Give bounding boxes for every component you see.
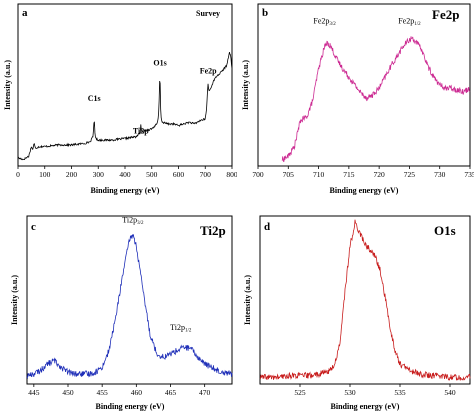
x-tick-label: 540 bbox=[444, 388, 456, 397]
panel-letter: c bbox=[31, 221, 36, 233]
x-tick-label: 720 bbox=[374, 170, 386, 179]
series-line bbox=[26, 233, 233, 379]
panel-b-fe2p-chart: b Fe2p 700 705 710 715 720 725 730 735 Fe2p3/2 F… bbox=[241, 3, 474, 195]
x-tick-label: 700 bbox=[252, 170, 264, 179]
y-axis-label: Intensity (a.u.) bbox=[241, 60, 250, 110]
x-tick-label: 100 bbox=[39, 170, 51, 179]
panel-d-o1s-chart: d O1s 525 530 535 540 Binding energy (eV) I… bbox=[243, 215, 471, 411]
panel-letter: a bbox=[22, 7, 28, 19]
x-tick-label: 0 bbox=[16, 170, 20, 179]
peak-annotation: Ti2p1/2 bbox=[170, 323, 192, 334]
y-axis-label: Intensity (a.u.) bbox=[243, 275, 252, 325]
x-tick-label: 800 bbox=[226, 170, 237, 179]
x-tick-label: 400 bbox=[119, 170, 131, 179]
x-tick-label: 500 bbox=[146, 170, 158, 179]
x-tick-label: 470 bbox=[199, 388, 211, 397]
y-axis-label: Intensity (a.u.) bbox=[10, 275, 19, 325]
panel-c-ti2p-chart: c Ti2p 445 450 455 460 465 470 Ti2p3/2 Ti2p1/2… bbox=[10, 215, 233, 411]
x-tick-label: 710 bbox=[313, 170, 325, 179]
panel-title: Fe2p bbox=[432, 7, 459, 22]
x-tick-label: 465 bbox=[165, 388, 177, 397]
panel-letter: d bbox=[264, 221, 270, 233]
x-ticks: 525 530 535 540 bbox=[294, 384, 456, 397]
x-tick-label: 525 bbox=[294, 388, 306, 397]
annotations: C1s Ti2p O1s Fe2p bbox=[88, 59, 217, 136]
plot-frame bbox=[259, 215, 471, 385]
x-tick-label: 700 bbox=[200, 170, 212, 179]
x-tick-label: 730 bbox=[434, 170, 446, 179]
peak-annotation: Fe2p3/2 bbox=[313, 16, 336, 27]
peak-annotation: Ti2p bbox=[133, 127, 149, 136]
y-axis-label: Intensity (a.u.) bbox=[3, 60, 12, 110]
x-tick-label: 300 bbox=[93, 170, 105, 179]
x-tick-label: 445 bbox=[28, 388, 40, 397]
peak-annotation: Ti2p3/2 bbox=[122, 216, 144, 227]
plot-frame bbox=[17, 3, 233, 167]
x-tick-label: 735 bbox=[464, 170, 474, 179]
panel-letter: b bbox=[262, 7, 268, 19]
x-axis-label: Binding energy (eV) bbox=[330, 186, 399, 195]
x-tick-label: 600 bbox=[173, 170, 185, 179]
panel-title: O1s bbox=[434, 223, 456, 238]
panel-title: Survey bbox=[196, 9, 220, 18]
series-line bbox=[17, 52, 233, 161]
x-tick-label: 450 bbox=[62, 388, 74, 397]
x-tick-label: 725 bbox=[404, 170, 416, 179]
annotations: Ti2p3/2 Ti2p1/2 bbox=[122, 216, 192, 334]
x-ticks: 0 100 200 300 400 500 600 700 800 bbox=[16, 166, 237, 179]
plot-frame bbox=[257, 3, 471, 167]
peak-annotation: O1s bbox=[153, 59, 166, 68]
x-tick-label: 455 bbox=[97, 388, 109, 397]
x-axis-label: Binding energy (eV) bbox=[91, 186, 160, 195]
x-ticks: 700 705 710 715 720 725 730 735 bbox=[252, 166, 474, 179]
peak-annotation: Fe2p1/2 bbox=[398, 16, 421, 27]
x-tick-label: 460 bbox=[131, 388, 143, 397]
series-line bbox=[259, 219, 471, 381]
x-tick-label: 530 bbox=[344, 388, 356, 397]
x-ticks: 445 450 455 460 465 470 bbox=[28, 384, 211, 397]
x-tick-label: 705 bbox=[283, 170, 295, 179]
x-tick-label: 200 bbox=[66, 170, 78, 179]
x-axis-label: Binding energy (eV) bbox=[96, 402, 165, 411]
x-tick-label: 715 bbox=[343, 170, 355, 179]
panel-title: Ti2p bbox=[200, 223, 226, 238]
peak-annotation: C1s bbox=[88, 94, 101, 103]
plot-frame bbox=[26, 215, 233, 385]
peak-annotation: Fe2p bbox=[200, 67, 217, 76]
x-axis-label: Binding energy (eV) bbox=[331, 402, 400, 411]
annotations: Fe2p3/2 Fe2p1/2 bbox=[313, 16, 421, 27]
panel-a-survey-chart: a Survey 0 100 200 300 400 500 600 700 800 C1s Ti… bbox=[3, 3, 237, 195]
x-tick-label: 535 bbox=[394, 388, 406, 397]
series-line bbox=[281, 36, 471, 163]
